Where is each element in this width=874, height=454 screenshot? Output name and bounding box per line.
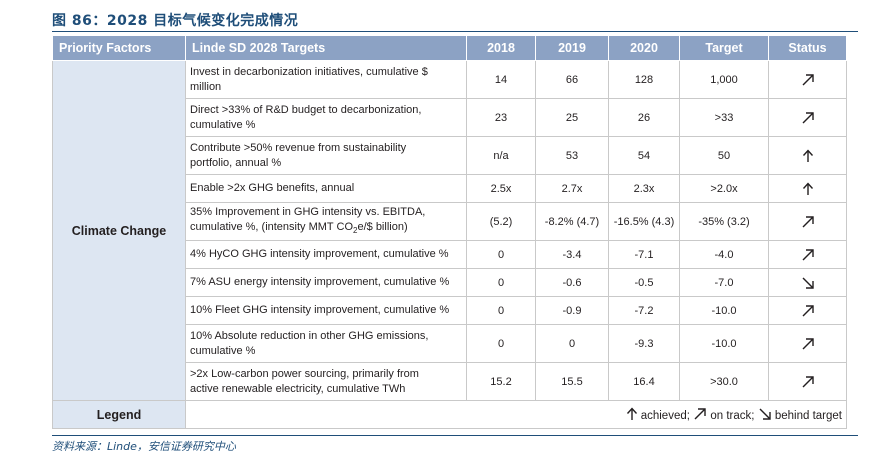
arrow-diag-up-icon — [801, 215, 815, 229]
value-2018: 23 — [466, 98, 536, 137]
status-cell — [768, 362, 847, 401]
status-cell — [768, 174, 847, 203]
legend-label: Legend — [52, 400, 186, 429]
table-row: >2x Low-carbon power sourcing, primarily… — [53, 362, 847, 401]
target-description: Enable >2x GHG benefits, annual — [185, 174, 467, 203]
arrow-diag-up-icon — [801, 304, 815, 318]
target-description: Contribute >50% revenue from sustainabil… — [185, 136, 467, 175]
arrow-up-icon — [801, 148, 815, 163]
target-value: >33 — [679, 98, 769, 137]
priority-factor-cell: Climate Change — [52, 60, 186, 401]
value-2018: 0 — [466, 296, 536, 325]
legend-achieved: achieved; — [640, 410, 690, 422]
target-value: -10.0 — [679, 296, 769, 325]
value-2019: 53 — [535, 136, 609, 175]
value-2020: 16.4 — [608, 362, 680, 401]
source-divider — [52, 435, 858, 436]
header-2018: 2018 — [466, 35, 536, 61]
target-description: Invest in decarbonization initiatives, c… — [185, 60, 467, 99]
value-2018: 2.5x — [466, 174, 536, 203]
value-2018: 15.2 — [466, 362, 536, 401]
value-2018: 0 — [466, 240, 536, 269]
value-2019: 25 — [535, 98, 609, 137]
value-2019: -8.2% (4.7) — [535, 202, 609, 241]
legend-row: Legend achieved; on track; behind target — [52, 400, 847, 429]
value-2018: 0 — [466, 324, 536, 363]
status-cell — [768, 60, 847, 99]
figure-title: 图 86：2028 目标气候变化完成情况 — [52, 13, 299, 29]
value-2020: 2.3x — [608, 174, 680, 203]
arrow-diag-up-icon — [801, 375, 815, 389]
header-status: Status — [768, 35, 847, 61]
arrow-diag-up-icon — [801, 337, 815, 351]
value-2020: 128 — [608, 60, 680, 99]
arrow-up-icon — [626, 407, 638, 422]
value-2018: n/a — [466, 136, 536, 175]
target-value: -35% (3.2) — [679, 202, 769, 241]
table-row: Direct >33% of R&D budget to decarboniza… — [53, 98, 847, 137]
targets-table: Priority Factors Linde SD 2028 Targets 2… — [52, 35, 847, 429]
value-2019: 2.7x — [535, 174, 609, 203]
value-2018: 14 — [466, 60, 536, 99]
target-description: 7% ASU energy intensity improvement, cum… — [185, 268, 467, 297]
arrow-diag-up-icon — [801, 73, 815, 87]
target-description: 10% Fleet GHG intensity improvement, cum… — [185, 296, 467, 325]
table-row: Climate Change Invest in decarbonization … — [52, 60, 847, 401]
header-row: Priority Factors Linde SD 2028 Targets 2… — [52, 35, 847, 61]
table-row: 4% HyCO GHG intensity improvement, cumul… — [53, 240, 847, 269]
value-2020: -0.5 — [608, 268, 680, 297]
table-row: 7% ASU energy intensity improvement, cum… — [53, 268, 847, 297]
arrow-diag-up-icon — [801, 248, 815, 262]
legend-content: achieved; on track; behind target — [185, 400, 847, 429]
title-divider — [52, 31, 858, 32]
target-description: 4% HyCO GHG intensity improvement, cumul… — [185, 240, 467, 269]
target-description: >2x Low-carbon power sourcing, primarily… — [185, 362, 467, 401]
value-2019: -0.6 — [535, 268, 609, 297]
target-value: >30.0 — [679, 362, 769, 401]
target-description: 10% Absolute reduction in other GHG emis… — [185, 324, 467, 363]
header-target: Target — [679, 35, 769, 61]
target-value: -7.0 — [679, 268, 769, 297]
target-value: 1,000 — [679, 60, 769, 99]
value-2020: -9.3 — [608, 324, 680, 363]
arrow-diag-up-icon — [801, 111, 815, 125]
target-value: -10.0 — [679, 324, 769, 363]
value-2020: -7.2 — [608, 296, 680, 325]
target-value: 50 — [679, 136, 769, 175]
table-row: 10% Absolute reduction in other GHG emis… — [53, 324, 847, 363]
target-description: 35% Improvement in GHG intensity vs. EBI… — [185, 202, 467, 241]
status-cell — [768, 268, 847, 297]
target-value: >2.0x — [679, 174, 769, 203]
status-cell — [768, 136, 847, 175]
value-2020: -16.5% (4.3) — [608, 202, 680, 241]
header-2020: 2020 — [608, 35, 680, 61]
value-2020: 54 — [608, 136, 680, 175]
header-priority-factors: Priority Factors — [52, 35, 186, 61]
value-2019: 15.5 — [535, 362, 609, 401]
status-cell — [768, 202, 847, 241]
header-targets: Linde SD 2028 Targets — [185, 35, 467, 61]
legend-behind: behind target — [774, 410, 842, 422]
arrow-diag-down-icon — [801, 276, 815, 290]
value-2019: -0.9 — [535, 296, 609, 325]
status-cell — [768, 324, 847, 363]
status-cell — [768, 296, 847, 325]
legend-on-track: on track; — [710, 410, 755, 422]
arrow-up-icon — [801, 181, 815, 196]
value-2019: 66 — [535, 60, 609, 99]
header-2019: 2019 — [535, 35, 609, 61]
target-description: Direct >33% of R&D budget to decarboniza… — [185, 98, 467, 137]
value-2018: 0 — [466, 268, 536, 297]
source-note: 资料来源：Linde，安信证券研究中心 — [52, 440, 236, 453]
status-cell — [768, 98, 847, 137]
value-2019: 0 — [535, 324, 609, 363]
value-2018: (5.2) — [466, 202, 536, 241]
value-2020: -7.1 — [608, 240, 680, 269]
arrow-diag-down-icon — [758, 408, 772, 422]
value-2020: 26 — [608, 98, 680, 137]
arrow-diag-up-icon — [693, 408, 707, 422]
target-value: -4.0 — [679, 240, 769, 269]
value-2019: -3.4 — [535, 240, 609, 269]
status-cell — [768, 240, 847, 269]
